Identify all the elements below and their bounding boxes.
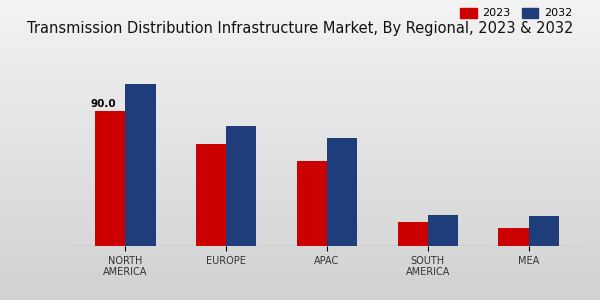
Bar [428,214,458,246]
Text: Transmission Distribution Infrastructure Market, By Regional, 2023 & 2032: Transmission Distribution Infrastructure… [27,21,573,36]
Bar [529,216,559,246]
Bar [499,228,529,246]
Bar [398,222,428,246]
Bar [125,84,155,246]
Bar [95,111,125,246]
Legend: 2023, 2032: 2023, 2032 [455,3,577,23]
Text: 90.0: 90.0 [91,99,116,109]
Bar [226,126,256,246]
Bar [297,160,327,246]
Bar [327,138,357,246]
Bar [196,144,226,246]
